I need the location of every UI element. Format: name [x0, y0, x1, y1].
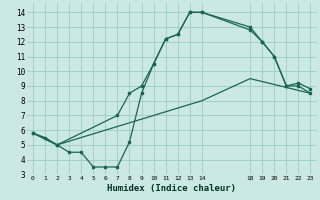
X-axis label: Humidex (Indice chaleur): Humidex (Indice chaleur): [107, 184, 236, 193]
